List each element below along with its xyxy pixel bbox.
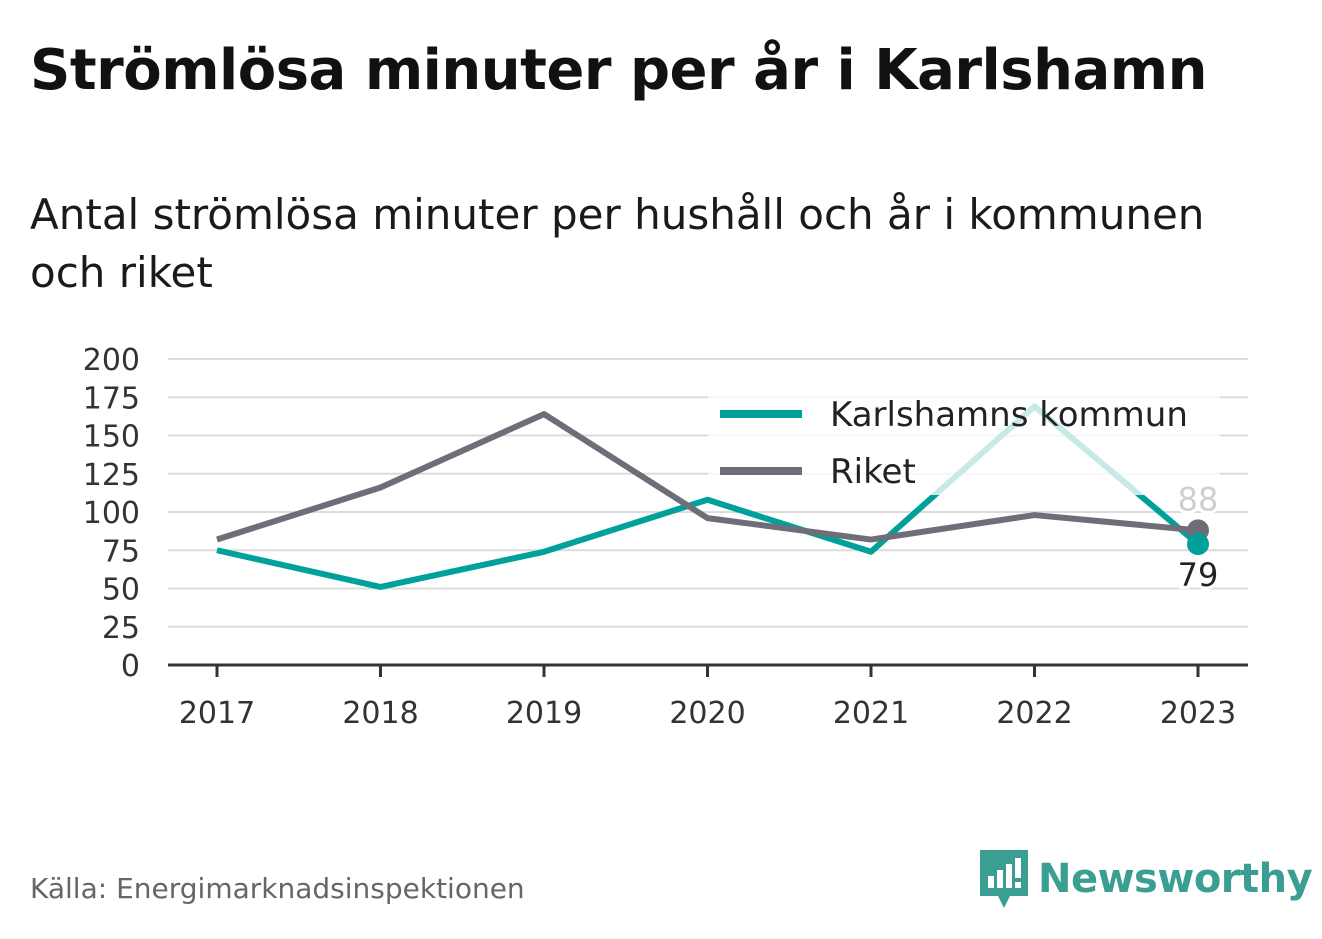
y-tick-label: 100 [83, 496, 140, 531]
chart-subtitle: Antal strömlösa minuter per hushåll och … [30, 190, 1205, 297]
x-tick-label: 2018 [342, 696, 418, 731]
legend-box [708, 385, 1220, 495]
source-note: Källa: Energimarknadsinspektionen [30, 872, 525, 905]
y-tick-label: 125 [83, 458, 140, 493]
y-tick-label: 0 [121, 649, 140, 684]
x-tick-label: 2019 [506, 696, 582, 731]
y-tick-label: 25 [102, 611, 140, 646]
brand-name: Newsworthy [1038, 856, 1313, 902]
x-tick-label: 2022 [996, 696, 1072, 731]
x-tick-label: 2021 [833, 696, 909, 731]
x-tick-label: 2017 [179, 696, 255, 731]
legend-label: Karlshamns kommun [830, 395, 1188, 435]
end-point-karlshamn [1187, 533, 1209, 556]
chart-title: Strömlösa minuter per år i Karlshamn [30, 38, 1207, 103]
x-tick-label: 2020 [669, 696, 745, 731]
y-tick-label: 150 [83, 420, 140, 455]
y-tick-label: 50 [102, 573, 140, 608]
end-label-riket: 88 [1178, 480, 1219, 518]
newsworthy-logo-icon [980, 850, 1028, 908]
end-label-karlshamn: 79 [1178, 556, 1219, 594]
series-line-riket [216, 411, 1199, 543]
brand-logo: Newsworthy [980, 850, 1313, 908]
y-tick-label: 75 [102, 534, 140, 569]
y-tick-label: 200 [83, 343, 140, 378]
legend-label: Riket [830, 452, 916, 492]
y-tick-label: 175 [83, 381, 140, 416]
x-tick-label: 2023 [1160, 696, 1236, 731]
